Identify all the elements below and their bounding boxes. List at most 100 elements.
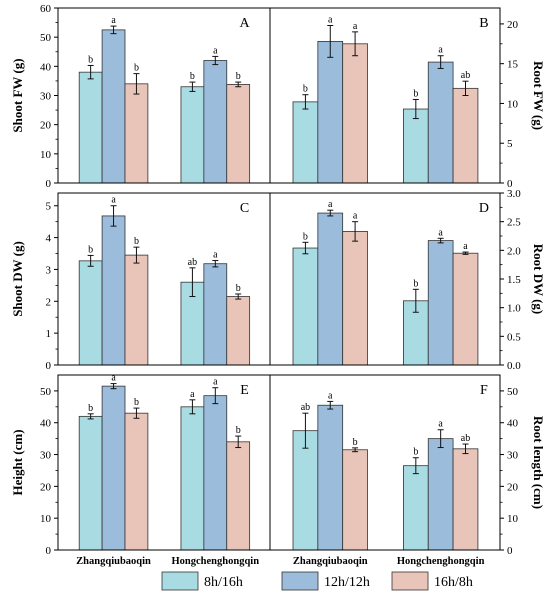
- y-tick-label: 20: [507, 19, 519, 31]
- significance-letter: b: [134, 236, 139, 247]
- y-axis-title: Height (cm): [10, 429, 25, 495]
- significance-letter: b: [236, 425, 241, 436]
- y-tick-label: 5: [46, 201, 52, 213]
- bar-a-s0-c0: [78, 71, 103, 184]
- y-tick-label: 1.5: [507, 274, 521, 286]
- y-tick-label: 30: [40, 91, 52, 103]
- legend: 8h/16h 12h/12h 16h/8h: [161, 571, 473, 591]
- y-tick-label: 50: [40, 32, 52, 44]
- y-tick-label: 50: [507, 386, 519, 398]
- significance-letter: b: [134, 63, 139, 74]
- category-label: Zhangqiubaoqin: [293, 556, 368, 567]
- y-tick-label: 10: [507, 513, 519, 525]
- bar-b-s0-c0: [292, 101, 319, 184]
- bar-d-s0-c0: [292, 247, 319, 366]
- significance-letter: b: [236, 283, 241, 294]
- legend-swatch: [161, 571, 199, 591]
- panel-a: b b a a b b 0 10 20 30 40 50 60 Shoot FW (g) A: [10, 3, 271, 190]
- significance-letter: b: [303, 84, 308, 95]
- y-tick-label: 20: [40, 120, 52, 132]
- bar-b-s1-c0: [317, 41, 344, 184]
- bar-a-s1-c1: [203, 60, 228, 184]
- bar-f-s2-c0: [342, 449, 368, 551]
- significance-letter: b: [413, 278, 418, 289]
- y-tick-label: 2.5: [507, 217, 521, 229]
- significance-letter: ab: [461, 433, 470, 444]
- y-tick-label: 40: [507, 418, 519, 430]
- significance-letter: b: [88, 403, 93, 414]
- significance-letter: a: [111, 195, 116, 206]
- significance-letter: a: [438, 419, 443, 430]
- bar-c-s0-c0: [78, 260, 103, 366]
- y-tick-label: 1: [46, 328, 52, 340]
- significance-letter: a: [111, 15, 116, 26]
- y-tick-label: 0: [507, 545, 513, 557]
- y-tick-label: 10: [507, 98, 519, 110]
- y-tick-label: 0: [46, 360, 52, 372]
- bar-b-s2-c0: [342, 43, 368, 184]
- bar-e-s2-c1: [226, 441, 251, 551]
- bar-c-s2-c0: [124, 254, 149, 366]
- panel-letter: E: [240, 383, 249, 398]
- bar-c-s2-c1: [226, 296, 251, 366]
- significance-letter: a: [328, 390, 333, 401]
- bar-e-s2-c0: [124, 412, 149, 551]
- legend-swatch: [391, 571, 429, 591]
- y-tick-label: 20: [507, 481, 519, 493]
- y-tick-label: 0: [46, 545, 52, 557]
- y-tick-label: 4: [46, 233, 52, 245]
- significance-letter: a: [353, 21, 358, 32]
- bar-e-s0-c1: [180, 406, 205, 551]
- significance-letter: a: [213, 377, 218, 388]
- y-tick-label: 5: [507, 138, 513, 150]
- bar-e-s1-c1: [203, 395, 228, 551]
- significance-letter: a: [438, 45, 443, 56]
- y-tick-label: 30: [507, 450, 519, 462]
- bar-f-s1-c1: [427, 438, 454, 551]
- panel-letter: D: [479, 201, 489, 216]
- significance-letter: b: [413, 447, 418, 458]
- legend-label: 12h/12h: [324, 575, 370, 590]
- panel-letter: C: [240, 201, 249, 216]
- bar-c-s1-c1: [203, 263, 228, 366]
- y-tick-label: 2: [46, 296, 52, 308]
- category-label: Hongchenghongqin: [172, 556, 260, 567]
- bar-d-s1-c1: [427, 240, 454, 366]
- bar-f-s2-c1: [452, 448, 479, 551]
- significance-letter: b: [303, 231, 308, 242]
- bar-a-s0-c1: [180, 86, 205, 184]
- legend-swatch: [281, 571, 319, 591]
- bar-b-s2-c1: [452, 87, 479, 184]
- significance-letter: b: [413, 88, 418, 99]
- bar-f-s1-c0: [317, 404, 344, 551]
- bar-e-s1-c0: [101, 385, 126, 551]
- y-tick-label: 20: [40, 481, 52, 493]
- y-tick-label: 0: [507, 178, 513, 190]
- significance-letter: b: [236, 71, 241, 82]
- significance-letter: b: [353, 437, 358, 448]
- y-tick-label: 2.0: [507, 245, 521, 257]
- bar-d-s2-c0: [342, 231, 368, 366]
- significance-letter: a: [190, 389, 195, 400]
- y-axis-title: Shoot FW (g): [10, 58, 25, 132]
- y-tick-label: 1.0: [507, 303, 521, 315]
- bar-d-s1-c0: [317, 212, 344, 366]
- bar-b-s0-c1: [402, 108, 429, 184]
- y-tick-label: 0.0: [507, 360, 521, 372]
- panel-letter: A: [239, 16, 250, 31]
- bar-d-s2-c1: [452, 252, 479, 366]
- y-tick-label: 10: [40, 513, 52, 525]
- panel-e: b a a a b b 0 10 20 30 40 50 Height (cm) E Zhangqiubao…: [10, 373, 271, 567]
- significance-letter: a: [353, 211, 358, 222]
- significance-letter: a: [328, 199, 333, 210]
- panel-frame: [269, 374, 501, 551]
- panel-b: b b a a a ab 0 5 10 15 20 Root FW (g) B: [269, 7, 546, 190]
- category-label: Hongchenghongqin: [397, 556, 485, 567]
- bar-c-s1-c0: [101, 215, 126, 366]
- significance-letter: ab: [461, 70, 470, 81]
- panel-frame: [269, 7, 501, 184]
- y-tick-label: 40: [40, 61, 52, 73]
- y-tick-label: 30: [40, 450, 52, 462]
